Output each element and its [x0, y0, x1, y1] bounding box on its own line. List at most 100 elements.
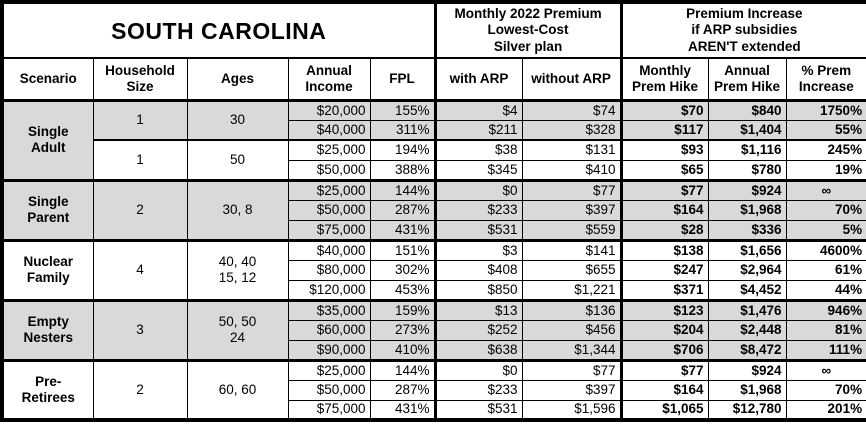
cell-monthly-prem-hike: $93 [619, 139, 709, 161]
cell-pct-increase: 111% [785, 339, 866, 361]
cell-fpl: 453% [369, 279, 436, 301]
cell-monthly-prem-hike: $117 [619, 119, 709, 141]
table-row: $50,000 287% $233 $397 $164 $1,968 70% [2, 379, 866, 401]
cell-with-arp: $638 [433, 339, 523, 361]
cell-without-arp: $397 [521, 199, 622, 221]
cell-with-arp: $233 [433, 199, 523, 221]
cell-household-size: 1 [92, 139, 188, 181]
cell-annual-income: $50,000 [287, 159, 371, 181]
cell-with-arp: $4 [433, 98, 523, 121]
cell-fpl: 287% [369, 379, 436, 401]
cell-fpl: 273% [369, 319, 436, 341]
cell-without-arp: $1,221 [521, 279, 622, 301]
cell-without-arp: $141 [521, 238, 622, 261]
cell-without-arp: $77 [521, 358, 622, 381]
table-header-groups: SOUTH CAROLINA Monthly 2022 Premium Lowe… [1, 1, 866, 60]
table-row: $50,000 388% $345 $410 $65 $780 19% [2, 159, 866, 181]
cell-with-arp: $13 [433, 298, 523, 321]
table-row: $75,000 431% $531 $559 $28 $336 5% [2, 219, 866, 241]
table-column-headers: Scenario Household Size Ages Annual Inco… [1, 57, 866, 102]
cell-annual-income: $50,000 [287, 379, 371, 401]
cell-scenario: Single Adult [1, 98, 94, 181]
cell-pct-increase: 81% [785, 319, 866, 341]
cell-annual-prem-hike: $1,968 [707, 379, 787, 401]
cell-pct-increase: 201% [785, 399, 866, 421]
cell-without-arp: $456 [521, 319, 622, 341]
cell-household-size: 1 [92, 98, 188, 141]
table-row: Pre- Retirees 2 60, 60 $25,000 144% $0 $… [1, 358, 866, 421]
cell-pct-increase: ∞ [785, 178, 866, 201]
cell-annual-prem-hike: $12,780 [707, 399, 787, 421]
table-row: Empty Nesters 3 50, 50 24 $35,000 159% $… [1, 298, 866, 361]
cell-annual-prem-hike: $1,404 [707, 119, 787, 141]
col-header-monthly-prem-hike: Monthly Prem Hike [619, 57, 709, 102]
cell-annual-income: $75,000 [287, 399, 371, 421]
cell-monthly-prem-hike: $247 [619, 259, 709, 281]
table-row: Nuclear Family 4 40, 40 15, 12 $40,000 1… [1, 238, 866, 301]
cell-with-arp: $0 [433, 178, 523, 201]
cell-monthly-prem-hike: $706 [619, 339, 709, 361]
cell-pct-increase: 44% [785, 279, 866, 301]
cell-monthly-prem-hike: $70 [619, 98, 709, 121]
cell-annual-prem-hike: $924 [707, 358, 787, 381]
cell-monthly-prem-hike: $77 [619, 178, 709, 201]
cell-annual-income: $50,000 [287, 199, 371, 221]
cell-scenario: Pre- Retirees [1, 358, 94, 421]
cell-pct-increase: 19% [785, 159, 866, 181]
cell-pct-increase: ∞ [785, 358, 866, 381]
cell-with-arp: $531 [433, 399, 523, 421]
cell-monthly-prem-hike: $138 [619, 238, 709, 261]
cell-annual-prem-hike: $8,472 [707, 339, 787, 361]
cell-without-arp: $559 [521, 219, 622, 241]
cell-pct-increase: 946% [785, 298, 866, 321]
cell-fpl: 287% [369, 199, 436, 221]
cell-annual-prem-hike: $1,476 [707, 298, 787, 321]
cell-household-size: 2 [92, 178, 188, 241]
cell-monthly-prem-hike: $1,065 [619, 399, 709, 421]
table-row: Single Parent 2 30, 8 $25,000 144% $0 $7… [1, 178, 866, 241]
cell-annual-prem-hike: $924 [707, 178, 787, 201]
cell-ages: 50, 50 24 [186, 298, 289, 361]
cell-annual-income: $40,000 [287, 119, 371, 141]
cell-fpl: 431% [369, 399, 436, 421]
cell-with-arp: $233 [433, 379, 523, 401]
cell-pct-increase: 245% [785, 139, 866, 161]
cell-annual-income: $80,000 [287, 259, 371, 281]
cell-ages: 30, 8 [186, 178, 289, 241]
table-title: SOUTH CAROLINA [1, 1, 436, 60]
cell-fpl: 144% [369, 358, 436, 381]
cell-annual-income: $75,000 [287, 219, 371, 241]
cell-pct-increase: 70% [785, 379, 866, 401]
cell-monthly-prem-hike: $164 [619, 199, 709, 221]
cell-annual-income: $25,000 [287, 178, 371, 201]
cell-with-arp: $0 [433, 358, 523, 381]
cell-monthly-prem-hike: $164 [619, 379, 709, 401]
col-header-fpl: FPL [369, 57, 436, 102]
cell-scenario: Nuclear Family [1, 238, 94, 301]
cell-annual-income: $120,000 [287, 279, 371, 301]
cell-annual-income: $20,000 [287, 98, 371, 121]
cell-fpl: 159% [369, 298, 436, 321]
cell-fpl: 431% [369, 219, 436, 241]
cell-without-arp: $655 [521, 259, 622, 281]
cell-fpl: 410% [369, 339, 436, 361]
table-row: Single Adult 1 30 $20,000 155% $4 $74 $7… [1, 98, 866, 181]
premium-group-header: Monthly 2022 Premium Lowest-Cost Silver … [433, 1, 622, 60]
cell-without-arp: $1,596 [521, 399, 622, 421]
cell-pct-increase: 1750% [785, 98, 866, 121]
cell-ages: 30 [186, 98, 289, 141]
cell-monthly-prem-hike: $77 [619, 358, 709, 381]
col-header-scenario: Scenario [1, 57, 94, 102]
cell-with-arp: $531 [433, 219, 523, 241]
cell-scenario: Single Parent [1, 178, 94, 241]
col-header-annual-income: Annual Income [287, 57, 371, 102]
cell-household-size: 3 [92, 298, 188, 361]
table-row: $40,000 311% $211 $328 $117 $1,404 55% [2, 119, 866, 141]
cell-with-arp: $252 [433, 319, 523, 341]
cell-annual-prem-hike: $1,116 [707, 139, 787, 161]
cell-without-arp: $410 [521, 159, 622, 181]
cell-monthly-prem-hike: $28 [619, 219, 709, 241]
cell-pct-increase: 70% [785, 199, 866, 221]
cell-fpl: 155% [369, 98, 436, 121]
cell-monthly-prem-hike: $371 [619, 279, 709, 301]
